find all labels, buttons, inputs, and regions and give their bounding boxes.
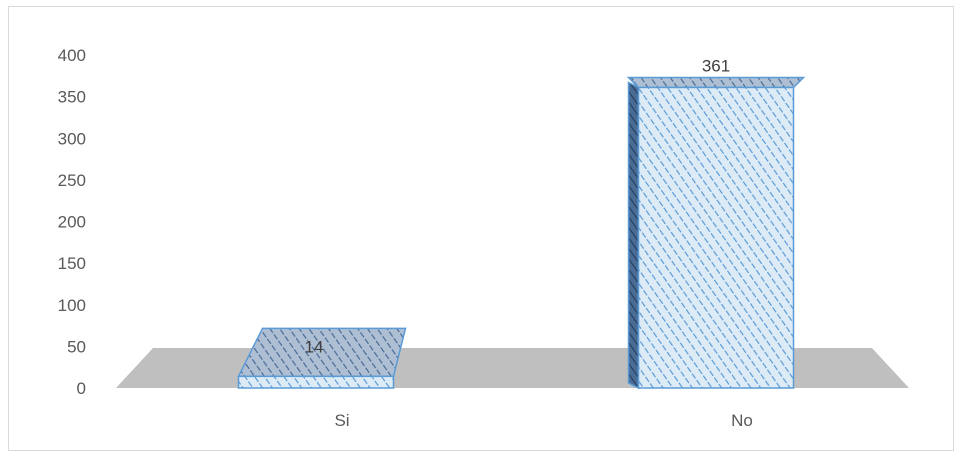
y-tick-label: 350 [58, 88, 86, 107]
y-tick-label: 100 [58, 296, 86, 315]
y-tick-label: 0 [77, 379, 86, 398]
y-tick-label: 50 [67, 337, 86, 356]
y-tick-label: 300 [58, 129, 86, 148]
y-tick-label: 400 [58, 46, 86, 65]
y-tick-label: 150 [58, 254, 86, 273]
bar-si [237, 327, 407, 389]
bar-side-face [627, 81, 640, 390]
data-label-no: 361 [702, 56, 730, 75]
y-tick-label: 200 [58, 213, 86, 232]
data-label-si: 14 [305, 337, 324, 356]
bar-front-face [637, 86, 795, 389]
x-category-label: Si [334, 411, 349, 430]
bar-front-face [237, 375, 395, 389]
x-category-label: No [731, 411, 753, 430]
bar-no [626, 76, 806, 390]
bar-top-face [626, 76, 806, 89]
y-tick-label: 250 [58, 171, 86, 190]
